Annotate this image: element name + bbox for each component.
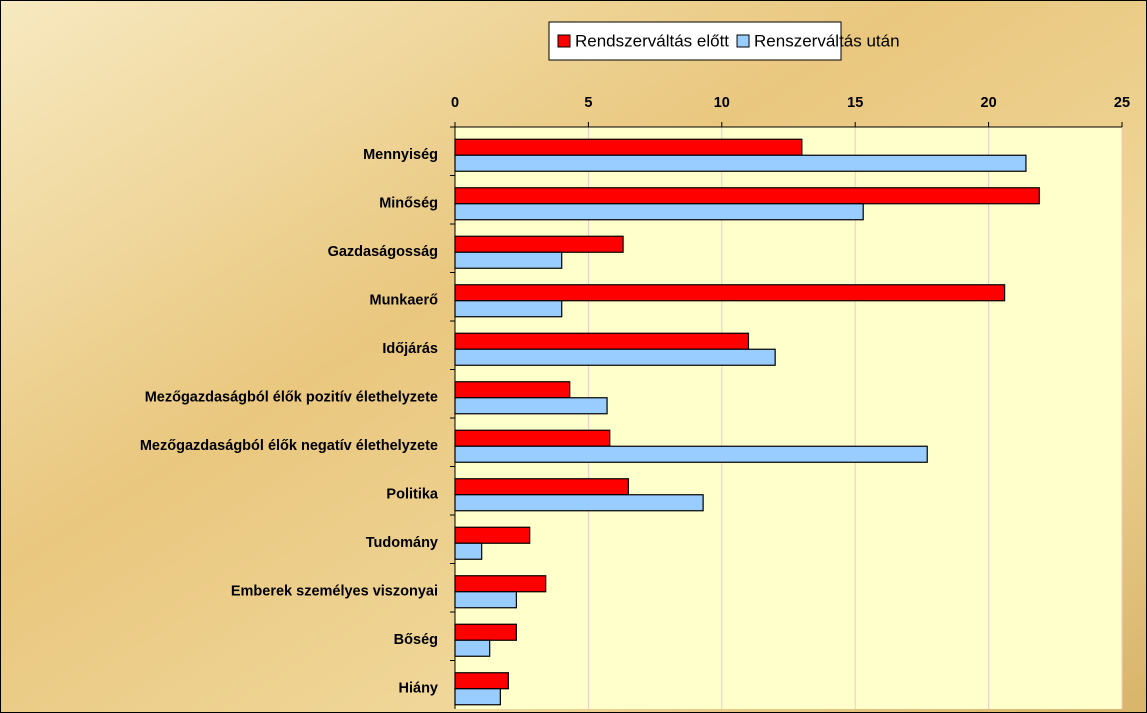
y-tick-label: Emberek személyes viszonyai — [231, 584, 438, 600]
y-tick-label: Időjárás — [382, 341, 438, 357]
bar — [455, 689, 500, 705]
bar — [455, 139, 802, 155]
x-tick-label: 5 — [584, 95, 592, 111]
y-tick-label: Mennyiség — [363, 147, 438, 163]
bar — [455, 624, 516, 640]
bar — [455, 252, 562, 268]
legend-label: Rendszerváltás előtt — [575, 31, 729, 50]
x-tick-label: 0 — [451, 95, 459, 111]
bar — [455, 333, 748, 349]
x-tick-label: 25 — [1114, 95, 1130, 111]
bar — [455, 576, 546, 592]
bar — [455, 430, 610, 446]
bar — [455, 382, 570, 398]
bar — [455, 236, 623, 252]
bar — [455, 446, 927, 462]
bar — [455, 301, 562, 317]
y-tick-label: Mezőgazdaságból élők pozitív élethelyzet… — [145, 390, 438, 406]
y-tick-label: Munkaerő — [370, 293, 439, 309]
bar — [455, 349, 775, 365]
bar — [455, 285, 1005, 301]
legend-swatch — [558, 35, 570, 47]
chart: 0 5 10 15 20 25 Mennyiség Minőség Gazdaságosság M… — [0, 0, 1147, 713]
bar — [455, 398, 607, 414]
bar — [455, 592, 516, 608]
y-tick-label: Bőség — [394, 632, 438, 648]
y-tick-label: Mezőgazdaságból élők negatív élethelyzet… — [140, 438, 438, 454]
x-tick-label: 20 — [981, 95, 997, 111]
bar — [455, 640, 490, 656]
y-tick-label: Hiány — [399, 681, 439, 697]
bar — [455, 543, 482, 559]
y-tick-label: Tudomány — [366, 535, 438, 551]
x-tick-label: 10 — [714, 95, 730, 111]
y-tick-label: Gazdaságosság — [328, 244, 438, 260]
legend-label: Renszerváltás után — [754, 31, 900, 50]
legend-swatch — [737, 35, 749, 47]
x-tick-label: 15 — [847, 95, 863, 111]
y-tick-label: Politika — [386, 487, 439, 503]
bar — [455, 188, 1039, 204]
bar — [455, 204, 863, 220]
bar — [455, 155, 1026, 171]
y-tick-label: Minőség — [379, 196, 438, 212]
bar — [455, 527, 530, 543]
bar — [455, 495, 703, 511]
bar — [455, 479, 628, 495]
bar — [455, 673, 508, 689]
